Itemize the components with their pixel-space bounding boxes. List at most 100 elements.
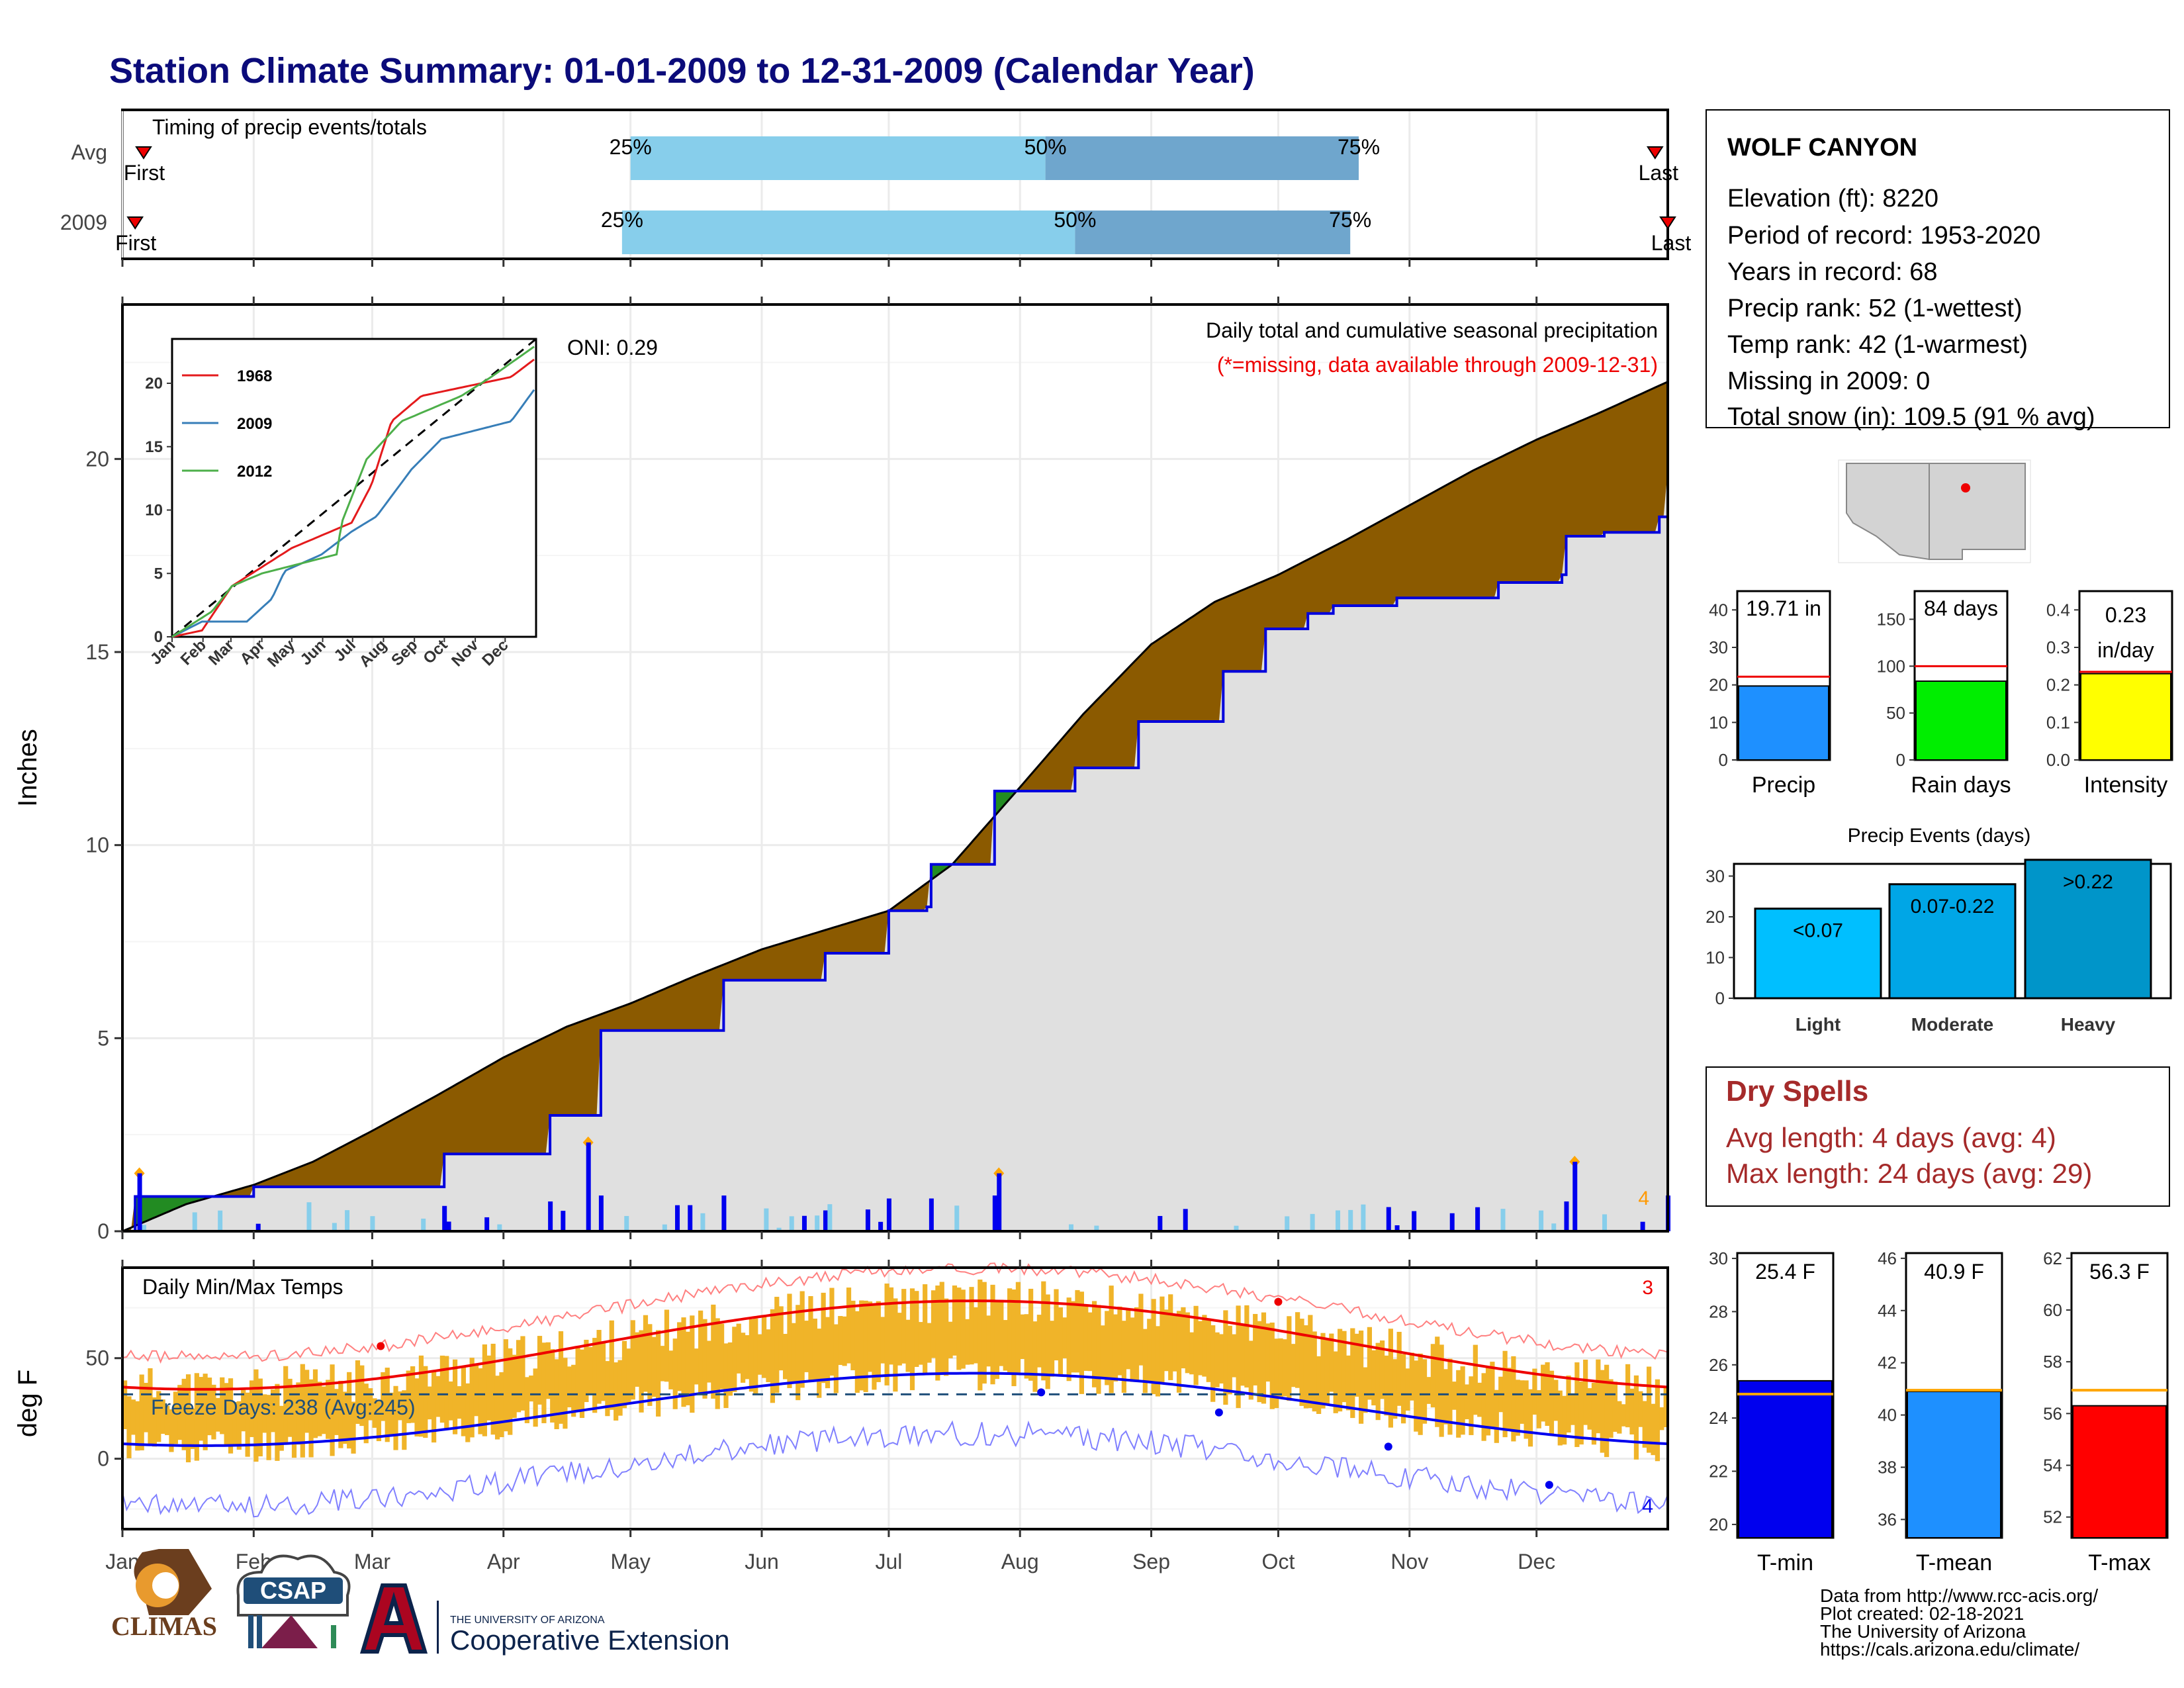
university-of-arizona-logo: THE UNIVERSITY OF ARIZONA Cooperative Ex… bbox=[359, 1583, 730, 1656]
daily-precip-bar bbox=[218, 1210, 223, 1231]
daily-temp-bar bbox=[1621, 1404, 1626, 1427]
daily-temp-bar bbox=[723, 1343, 729, 1409]
daily-precip-bar bbox=[421, 1218, 426, 1231]
daily-temp-bar bbox=[236, 1401, 242, 1450]
daily-precip-bar bbox=[997, 1173, 1002, 1231]
daily-temp-bar bbox=[1426, 1377, 1432, 1404]
daily-temp-bar bbox=[1168, 1294, 1173, 1380]
temp-bar-t-mean bbox=[1907, 1391, 2001, 1538]
temp-bar-tick-label: 54 bbox=[2043, 1456, 2062, 1476]
daily-temp-bar bbox=[1253, 1313, 1258, 1385]
footer-university: The University of Arizona bbox=[1820, 1621, 2026, 1642]
climas-logo-text: CLIMAS bbox=[111, 1611, 217, 1641]
daily-temp-bar bbox=[1312, 1331, 1317, 1412]
daily-temp-bar bbox=[558, 1331, 564, 1424]
daily-temp-bar bbox=[1638, 1391, 1643, 1427]
daily-temp-bar bbox=[600, 1342, 606, 1401]
daily-temp-bar bbox=[872, 1303, 877, 1390]
daily-temp-bar bbox=[423, 1366, 428, 1438]
daily-temp-bar bbox=[909, 1288, 915, 1391]
daily-temp-bar bbox=[194, 1373, 199, 1461]
timing-75-label: 75% bbox=[1338, 135, 1380, 159]
daily-temp-bar bbox=[626, 1348, 631, 1405]
daily-temp-bar bbox=[482, 1344, 487, 1436]
daily-temp-bar bbox=[228, 1378, 234, 1454]
daily-temp-bar bbox=[164, 1405, 170, 1435]
daily-temp-bar bbox=[389, 1392, 394, 1436]
daily-precip-bar bbox=[823, 1210, 828, 1231]
daily-temp-bar bbox=[643, 1315, 649, 1392]
daily-temp-bar bbox=[715, 1318, 720, 1409]
events-bar-category: Moderate bbox=[1911, 1014, 1993, 1035]
precip-panel-title: Daily total and cumulative seasonal prec… bbox=[1206, 318, 1658, 342]
daily-temp-bar bbox=[1287, 1316, 1292, 1401]
daily-temp-bar bbox=[326, 1380, 331, 1439]
temp-bar-t-max bbox=[2072, 1405, 2167, 1539]
daily-temp-bar bbox=[1028, 1288, 1034, 1381]
inset-ytick-label: 10 bbox=[145, 502, 163, 520]
daily-temp-bar bbox=[334, 1389, 340, 1435]
timing-25-label: 25% bbox=[610, 135, 652, 159]
daily-temp-bar bbox=[1642, 1401, 1647, 1448]
first-event-label: First bbox=[115, 231, 156, 255]
daily-temp-bar bbox=[1134, 1307, 1140, 1381]
daily-temp-bar bbox=[148, 1368, 153, 1444]
daily-temp-bar bbox=[321, 1386, 326, 1434]
daily-temp-bar bbox=[753, 1318, 758, 1395]
timing-bar-25-50 bbox=[630, 136, 1046, 180]
daily-temp-bar bbox=[1481, 1373, 1486, 1441]
daily-temp-bar bbox=[130, 1399, 136, 1435]
daily-temp-bar bbox=[1392, 1359, 1398, 1419]
last-event-marker bbox=[1659, 216, 1676, 230]
daily-temp-bar bbox=[545, 1342, 551, 1399]
daily-temp-bar bbox=[994, 1302, 1000, 1380]
month-label: Mar bbox=[354, 1550, 390, 1573]
daily-temp-bar bbox=[330, 1364, 335, 1456]
daily-temp-bar bbox=[1485, 1368, 1491, 1436]
temp-summary-bars: 20 22 24 26 28 30 25.4 F T-min 36 38 40 42 44 46 40.9 … bbox=[1709, 1248, 2169, 1575]
daily-precip-bar bbox=[1310, 1213, 1315, 1231]
daily-temp-bar bbox=[694, 1348, 699, 1385]
daily-temp-bar bbox=[635, 1332, 640, 1387]
record-low-line bbox=[122, 1420, 1668, 1518]
daily-temp-bar bbox=[867, 1301, 873, 1372]
daily-temp-bar bbox=[1054, 1289, 1059, 1361]
daily-temp-bar bbox=[563, 1358, 568, 1429]
daily-temp-bar bbox=[1562, 1395, 1567, 1445]
daily-temp-bar bbox=[1218, 1334, 1224, 1383]
daily-temp-bar bbox=[876, 1301, 881, 1382]
daily-precip-bar bbox=[886, 1198, 891, 1231]
daily-temp-bar bbox=[368, 1388, 373, 1421]
timing-panel: Timing of precip events/totals Avg 2009 … bbox=[60, 109, 1691, 260]
daily-temp-bar bbox=[508, 1348, 513, 1435]
daily-temp-bar bbox=[973, 1307, 979, 1364]
daily-temp-bar bbox=[143, 1383, 149, 1432]
daily-temp-bar bbox=[850, 1300, 856, 1370]
daily-precip-bar bbox=[878, 1221, 884, 1231]
temp-bar-tick-label: 36 bbox=[1878, 1509, 1897, 1529]
daily-temp-bar bbox=[1473, 1344, 1478, 1415]
daily-temp-bar bbox=[1422, 1359, 1428, 1424]
daily-temp-bar bbox=[990, 1284, 995, 1385]
daily-temp-bar bbox=[1278, 1338, 1283, 1399]
daily-temp-bar bbox=[347, 1372, 352, 1449]
daily-temp-bar bbox=[1189, 1332, 1195, 1375]
month-label: Aug bbox=[1001, 1550, 1039, 1573]
daily-temp-bar bbox=[296, 1382, 301, 1445]
daily-temp-bar bbox=[1138, 1293, 1144, 1366]
daily-temp-bar bbox=[1447, 1358, 1453, 1435]
daily-temp-bar bbox=[338, 1380, 343, 1448]
summary-bar-tick-label: 20 bbox=[1709, 675, 1728, 695]
precip-events-chart: Precip Events (days) 0 10 20 30 <0.07 Light 0.… bbox=[1706, 825, 2172, 1035]
daily-temp-bar bbox=[452, 1359, 458, 1434]
daily-temp-bar bbox=[863, 1300, 868, 1392]
station-temp-rank: Temp rank: 42 (1-warmest) bbox=[1727, 331, 2028, 359]
daily-temp-bar bbox=[1147, 1319, 1152, 1382]
daily-temp-bar bbox=[524, 1377, 529, 1423]
summary-bar-tick-label: 0 bbox=[1719, 750, 1728, 770]
daily-temp-bar bbox=[706, 1340, 712, 1383]
daily-temp-bar bbox=[1430, 1344, 1435, 1408]
daily-temp-bar bbox=[516, 1340, 522, 1413]
daily-temp-bar bbox=[1617, 1401, 1622, 1434]
